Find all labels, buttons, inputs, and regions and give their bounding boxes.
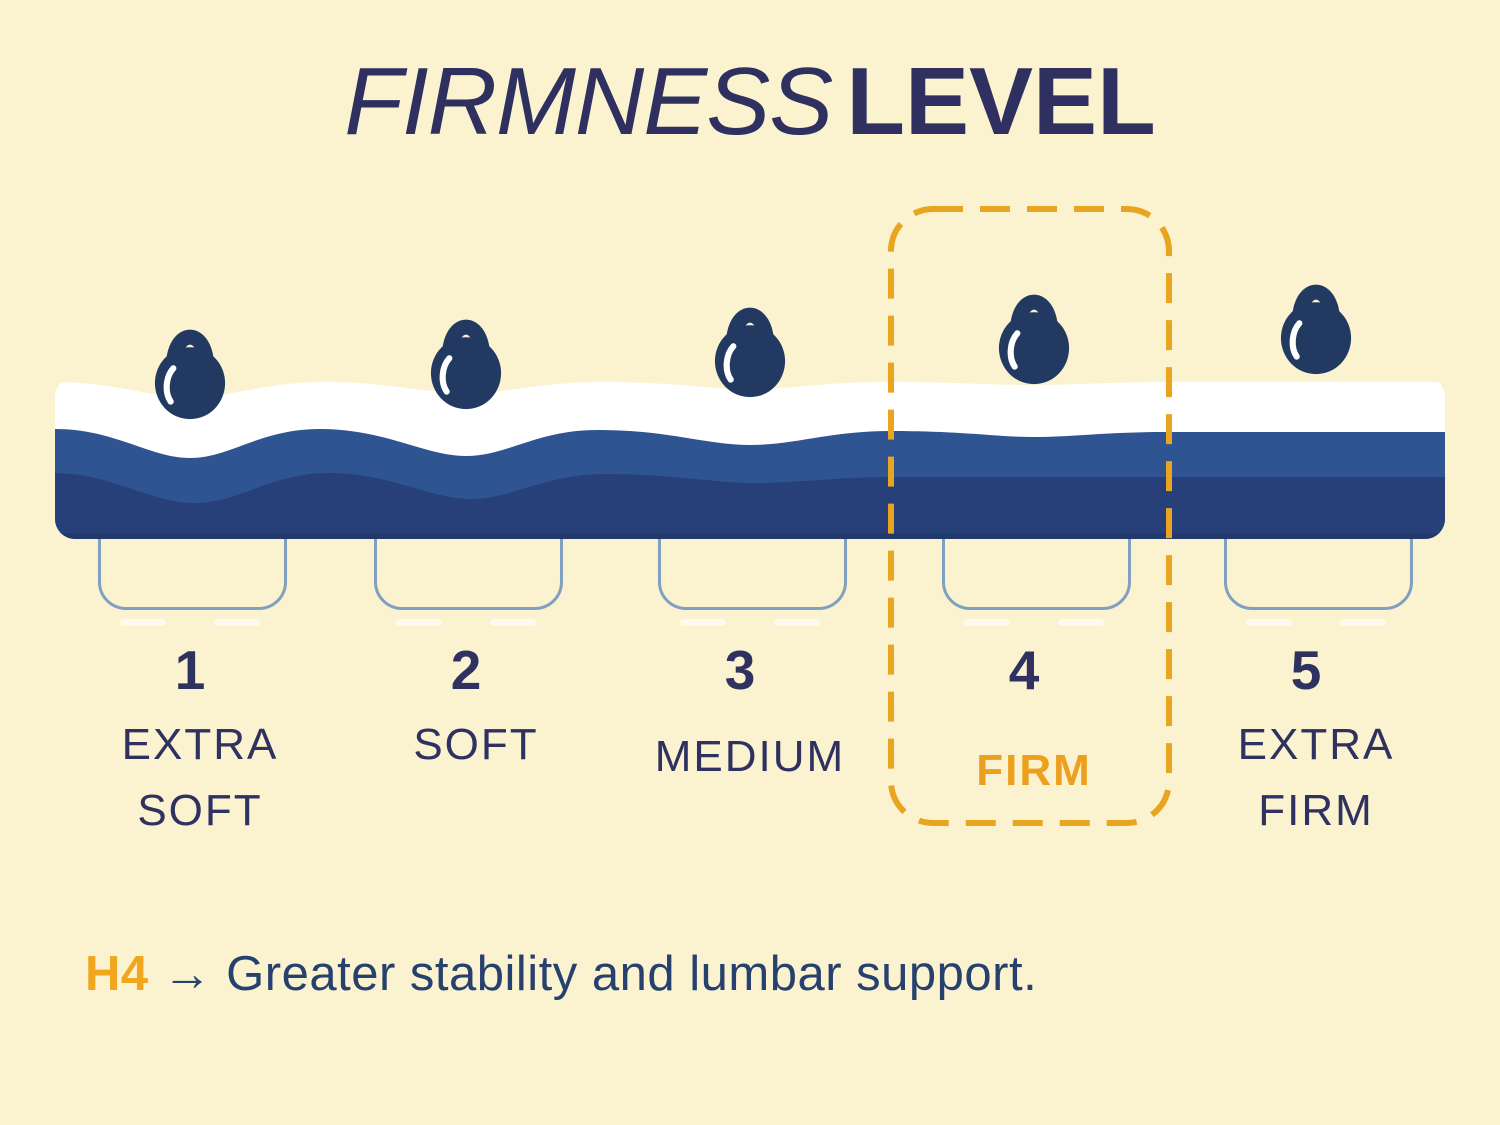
firm-highlight-dashed-box	[888, 206, 1172, 826]
caption-h4-code: H4	[85, 947, 149, 1001]
caption: H4 → Greater stability and lumbar support.	[85, 946, 1037, 1002]
scale-number-2: 2	[450, 639, 482, 701]
mattress-illustration	[55, 382, 1445, 539]
title-word-firmness: FIRMNESS	[344, 48, 833, 155]
caption-text: Greater stability and lumbar support.	[226, 947, 1038, 1001]
kettlebell-icon	[422, 303, 510, 410]
leg-highlight	[964, 619, 1010, 626]
title-word-level: LEVEL	[846, 48, 1156, 155]
leg-highlight	[1340, 619, 1386, 626]
scale-label-firm: FIRM	[976, 746, 1092, 795]
kettlebell-icon	[706, 291, 794, 398]
leg-highlight	[490, 619, 536, 626]
scale-label-extra-firm: EXTRA FIRM	[1237, 720, 1395, 835]
kettlebell-icon	[1272, 268, 1360, 375]
scale-label-medium: MEDIUM	[654, 732, 846, 781]
scale-number-5: 5	[1290, 639, 1322, 701]
leg-highlight	[1058, 619, 1104, 626]
leg-highlight	[214, 619, 260, 626]
caption-arrow-icon: →	[162, 947, 213, 1001]
scale-number-1: 1	[174, 639, 206, 701]
scale-number-3: 3	[724, 639, 756, 701]
scale-label-extra-soft: EXTRA SOFT	[121, 720, 279, 835]
leg-highlight	[120, 619, 166, 626]
scale-number-4: 4	[1008, 639, 1040, 701]
leg-highlight	[774, 619, 820, 626]
scale-label-soft: SOFT	[413, 720, 539, 769]
page-title: FIRMNESS LEVEL	[0, 51, 1500, 153]
leg-highlight	[680, 619, 726, 626]
leg-highlight	[396, 619, 442, 626]
kettlebell-icon	[146, 313, 234, 420]
leg-highlight	[1246, 619, 1292, 626]
